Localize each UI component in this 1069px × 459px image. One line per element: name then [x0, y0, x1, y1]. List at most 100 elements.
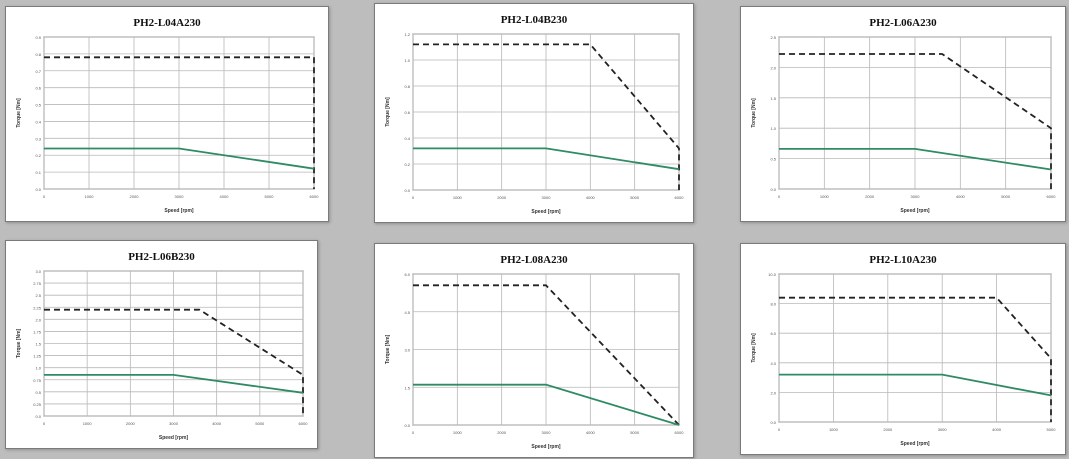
y-tick-label: 0.5 — [35, 103, 41, 108]
x-tick-label: 2000 — [126, 421, 136, 426]
x-tick-label: 1000 — [453, 430, 463, 435]
y-tick-label: 0.4 — [404, 136, 410, 141]
y-tick-label: 1.75 — [33, 329, 42, 334]
x-tick-label: 1000 — [85, 194, 95, 199]
y-axis-label: Torque [Nm] — [385, 334, 391, 364]
y-tick-label: 0.4 — [35, 119, 41, 124]
chart-title: PH2-L04A230 — [133, 17, 201, 29]
x-tick-label: 2000 — [130, 194, 140, 199]
y-tick-label: 2.5 — [770, 35, 776, 40]
x-tick-label: 3000 — [169, 421, 179, 426]
chart-svg: PH2-L06A230 0.0 0.5 1.0 1.5 2.0 2.5 0 1000 2000 30… — [751, 17, 1056, 214]
x-tick-label: 3000 — [542, 430, 552, 435]
x-tick-label: 5000 — [1047, 427, 1057, 432]
y-tick-label: 0.5 — [35, 390, 41, 395]
x-tick-label: 5000 — [630, 430, 640, 435]
chart-title: PH2-L08A230 — [500, 254, 568, 266]
y-tick-label: 0.0 — [770, 187, 776, 192]
chart-svg: PH2-L10A230 0.0 2.0 4.0 6.0 8.0 10.0 0 1000 2000 3… — [751, 254, 1057, 447]
x-tick-label: 6000 — [310, 194, 320, 199]
peak-torque-line — [413, 284, 680, 426]
x-tick-label: 0 — [778, 194, 781, 199]
y-tick-label: 10.0 — [768, 272, 777, 277]
y-tick-label: 2.0 — [770, 390, 776, 395]
x-tick-label: 1000 — [453, 195, 463, 200]
x-tick-label: 4000 — [212, 421, 222, 426]
y-tick-label: 1.0 — [770, 126, 776, 131]
y-axis-label: Torque [Nm] — [16, 98, 22, 128]
y-tick-label: 0.0 — [404, 423, 410, 428]
x-tick-label: 0 — [412, 195, 415, 200]
plot-area — [778, 273, 1052, 423]
y-tick-label: 0.0 — [35, 414, 41, 419]
peak-torque-line — [779, 296, 1052, 422]
y-tick-label: 2.0 — [35, 317, 41, 322]
x-tick-label: 6000 — [299, 421, 309, 426]
y-tick-label: 3.0 — [35, 269, 41, 274]
x-tick-label: 4000 — [586, 195, 596, 200]
y-axis-label: Torque [Nm] — [385, 97, 391, 127]
x-axis-label: Speed [rpm] — [900, 208, 930, 214]
continuous-torque-line — [779, 147, 1052, 171]
y-tick-label: 0.5 — [770, 157, 776, 162]
x-tick-label: 5000 — [265, 194, 275, 199]
x-tick-label: 5000 — [630, 195, 640, 200]
y-tick-label: 1.25 — [33, 354, 42, 359]
y-tick-label: 2.5 — [35, 293, 41, 298]
y-tick-label: 6.0 — [404, 272, 410, 277]
continuous-torque-line — [413, 147, 680, 171]
y-tick-label: 0.75 — [33, 378, 42, 383]
x-axis-label: Speed [rpm] — [531, 444, 561, 450]
y-axis-label: Torque [Nm] — [16, 328, 22, 358]
x-tick-label: 4000 — [586, 430, 596, 435]
y-tick-label: 0.1 — [35, 170, 41, 175]
y-tick-label: 0.3 — [35, 136, 41, 141]
x-tick-label: 2000 — [865, 194, 875, 199]
x-tick-label: 4000 — [992, 427, 1002, 432]
y-tick-label: 4.5 — [404, 310, 410, 315]
y-tick-label: 0.2 — [35, 153, 41, 158]
continuous-torque-line — [779, 373, 1052, 397]
x-tick-label: 1000 — [829, 427, 839, 432]
y-tick-label: 0.0 — [770, 420, 776, 425]
chart-panel-3: PH2-L06A230 0.0 0.5 1.0 1.5 2.0 2.5 0 1000 2000 30… — [740, 6, 1066, 222]
x-axis-label: Speed [rpm] — [159, 435, 189, 441]
y-tick-label: 0.0 — [35, 187, 41, 192]
chart-panel-5: PH2-L08A230 0.0 1.5 3.0 4.5 6.0 0 1000 2000 3000 4… — [374, 243, 694, 458]
x-tick-label: 1000 — [820, 194, 830, 199]
y-tick-label: 2.0 — [770, 65, 776, 70]
x-tick-label: 4000 — [220, 194, 230, 199]
chart-svg: PH2-L08A230 0.0 1.5 3.0 4.5 6.0 0 1000 2000 3000 4… — [385, 254, 684, 450]
continuous-torque-line — [413, 383, 680, 426]
chart-panel-4: PH2-L06B230 0.0 0.25 0.5 0.75 1.0 1.25 1.5 1.75 2… — [5, 240, 318, 449]
y-tick-label: 1.0 — [404, 58, 410, 63]
y-tick-label: 3.0 — [404, 348, 410, 353]
y-tick-label: 8.0 — [770, 302, 776, 307]
y-tick-label: 0.25 — [33, 402, 42, 407]
x-tick-label: 0 — [43, 194, 46, 199]
y-tick-label: 0.8 — [35, 52, 41, 57]
x-tick-label: 4000 — [956, 194, 966, 199]
y-tick-label: 6.0 — [770, 331, 776, 336]
x-tick-label: 5000 — [255, 421, 265, 426]
x-tick-label: 0 — [778, 427, 781, 432]
chart-svg: PH2-L04A230 0.0 0.1 0.2 0.3 0.4 0.5 0.6 0.7 0.8 0.… — [16, 17, 320, 214]
y-tick-label: 4.0 — [770, 361, 776, 366]
peak-torque-line — [779, 53, 1052, 189]
y-tick-label: 1.5 — [35, 342, 41, 347]
peak-torque-line — [44, 56, 315, 189]
y-tick-label: 2.25 — [33, 305, 42, 310]
chart-svg: PH2-L04B230 0.0 0.2 0.4 0.6 0.8 1.0 1.2 0 1000 200… — [385, 14, 684, 215]
x-axis-label: Speed [rpm] — [164, 208, 194, 214]
x-tick-label: 5000 — [1001, 194, 1011, 199]
y-tick-label: 2.75 — [33, 281, 42, 286]
chart-title: PH2-L06B230 — [128, 251, 195, 263]
y-axis-label: Torque [Nm] — [751, 98, 757, 128]
x-tick-label: 2000 — [883, 427, 893, 432]
y-tick-label: 0.7 — [35, 69, 41, 74]
chart-panel-1: PH2-L04A230 0.0 0.1 0.2 0.3 0.4 0.5 0.6 0.7 0.8 0.… — [5, 6, 329, 222]
chart-title: PH2-L04B230 — [501, 14, 568, 26]
x-axis-label: Speed [rpm] — [900, 441, 930, 447]
x-tick-label: 1000 — [83, 421, 93, 426]
y-tick-label: 1.2 — [404, 32, 410, 37]
